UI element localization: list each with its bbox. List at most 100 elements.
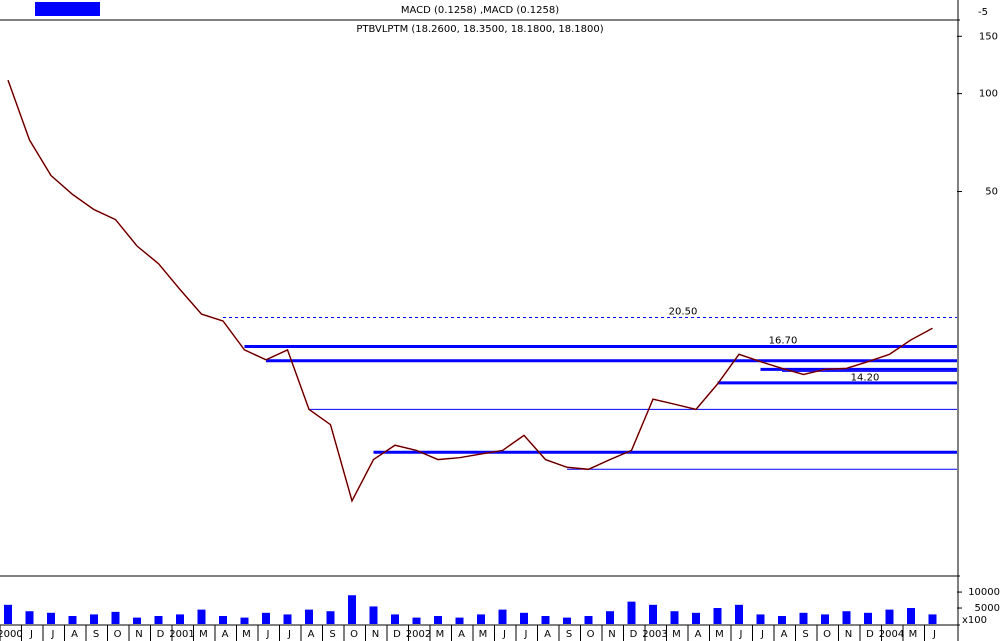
volume-bar: [756, 614, 765, 624]
volume-bar: [326, 611, 335, 624]
x-tick-label: J: [502, 629, 506, 640]
volume-bar: [176, 614, 184, 624]
x-tick-label: J: [287, 629, 291, 640]
volume-bar: [219, 616, 227, 624]
volume-bar: [348, 595, 356, 624]
x-tick-label: A: [308, 629, 315, 640]
volume-bar: [412, 617, 421, 624]
volume-bar: [498, 609, 507, 624]
x-tick-label: S: [93, 629, 99, 640]
chart-title: PTBVLPTM (18.2600, 18.3500, 18.1800, 18.…: [356, 24, 603, 35]
volume-bar: [842, 611, 851, 624]
x-tick-label: A: [71, 629, 78, 640]
volume-bar: [455, 617, 464, 624]
x-tick-label: D: [157, 629, 165, 640]
x-tick-label: N: [608, 629, 615, 640]
x-tick-label: M: [715, 629, 724, 640]
volume-bar: [391, 614, 399, 624]
volume-bar: [627, 601, 636, 624]
level-label: 14.20: [851, 372, 880, 383]
x-tick-label: A: [222, 629, 229, 640]
x-tick-label: M: [242, 629, 251, 640]
x-tick-label: O: [587, 629, 595, 640]
volume-bar: [541, 616, 550, 624]
volume-bar: [434, 616, 442, 624]
x-tick-label: D: [630, 629, 638, 640]
volume-bar: [369, 606, 378, 624]
x-tick-label: J: [51, 629, 55, 640]
volume-bar: [133, 617, 141, 624]
x-tick-label: J: [739, 629, 743, 640]
x-tick-label: M: [436, 629, 445, 640]
x-tick-label: N: [372, 629, 379, 640]
x-tick-label: A: [458, 629, 465, 640]
volume-bar: [477, 614, 485, 624]
x-tick-label: 2000: [0, 629, 23, 640]
volume-bar: [47, 612, 55, 624]
x-tick-label: O: [350, 629, 358, 640]
volume-bar: [649, 604, 657, 624]
volume-tick-label: 10000: [968, 587, 1000, 598]
volume-bar: [90, 614, 98, 624]
volume-bar: [864, 612, 872, 624]
volume-bar: [885, 609, 894, 624]
volume-bar: [262, 612, 270, 624]
volume-bar: [713, 608, 722, 624]
volume-bar: [240, 617, 249, 624]
x-tick-label: A: [544, 629, 551, 640]
volume-bar: [25, 611, 34, 624]
volume-bar: [606, 611, 614, 624]
x-tick-label: N: [135, 629, 142, 640]
x-tick-label: 2001: [169, 629, 194, 640]
x-tick-label: A: [695, 629, 702, 640]
x-tick-label: D: [866, 629, 874, 640]
volume-bar: [283, 614, 292, 624]
volume-bar: [692, 612, 700, 624]
volume-bar: [799, 612, 808, 624]
y-tick-label: 100: [979, 89, 998, 100]
y-tick-label: 50: [985, 187, 998, 198]
volume-bar: [154, 616, 163, 624]
x-tick-label: J: [29, 629, 33, 640]
y-tick-label: 150: [979, 31, 998, 42]
indicator-title: MACD (0.1258) ,MACD (0.1258): [401, 5, 559, 16]
volume-bar: [563, 617, 571, 624]
macd-area: [35, 2, 100, 16]
level-label: 16.70: [769, 335, 798, 346]
x-tick-label: 2002: [406, 629, 431, 640]
volume-unit: x100: [962, 615, 987, 626]
volume-bar: [520, 612, 528, 624]
x-tick-label: M: [479, 629, 488, 640]
volume-bar: [584, 616, 593, 624]
x-tick-label: O: [114, 629, 122, 640]
indicator-tick: -5: [978, 7, 988, 18]
x-tick-label: 2004: [879, 629, 904, 640]
x-tick-label: J: [524, 629, 528, 640]
volume-bar: [821, 614, 829, 624]
volume-tick-label: 5000: [975, 603, 1000, 614]
volume-bar: [907, 608, 915, 624]
volume-bar: [4, 604, 12, 624]
level-label: 20.50: [669, 306, 698, 317]
price-line-shadow: [7, 80, 933, 502]
x-tick-label: J: [266, 629, 270, 640]
x-tick-label: S: [329, 629, 335, 640]
x-tick-label: S: [802, 629, 808, 640]
volume-bar: [197, 609, 206, 624]
volume-bar: [305, 609, 313, 624]
volume-bar: [111, 611, 120, 624]
x-tick-label: J: [932, 629, 936, 640]
x-tick-label: N: [845, 629, 852, 640]
volume-bar: [735, 604, 743, 624]
volume-bar: [670, 611, 679, 624]
x-tick-label: S: [566, 629, 572, 640]
volume-bar: [778, 616, 786, 624]
x-tick-label: M: [909, 629, 918, 640]
x-tick-label: O: [823, 629, 831, 640]
x-tick-label: A: [781, 629, 788, 640]
volume-bar: [928, 614, 937, 624]
volume-bar: [68, 616, 77, 624]
x-tick-label: M: [672, 629, 681, 640]
